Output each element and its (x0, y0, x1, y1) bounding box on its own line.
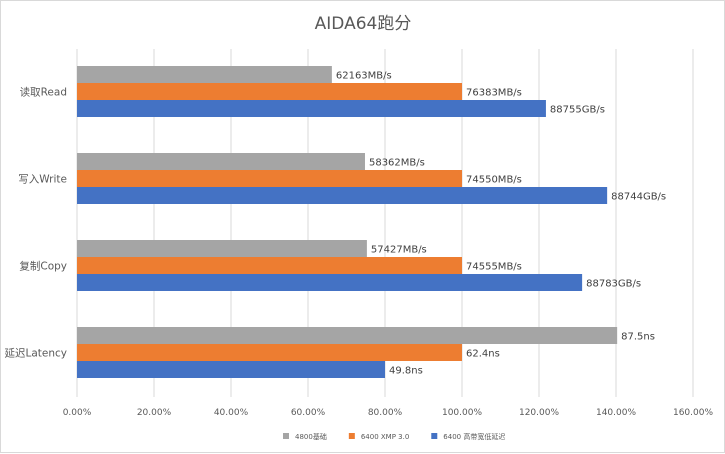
data-label: 76383MB/s (466, 88, 522, 99)
x-tick-label: 0.00% (63, 408, 92, 418)
data-label: 88755GB/s (550, 105, 605, 116)
category-label: 复制Copy (19, 260, 67, 273)
bar (77, 100, 546, 117)
data-label: 74550MB/s (466, 175, 522, 186)
data-label: 57427MB/s (371, 245, 427, 256)
x-tick-label: 140.00% (596, 408, 636, 418)
x-tick-label: 20.00% (137, 408, 172, 418)
bar (77, 83, 462, 100)
category-label: 写入Write (18, 174, 67, 186)
data-label: 62163MB/s (336, 71, 392, 82)
bar (77, 344, 462, 361)
legend-label: 6400 高带宽低延迟 (443, 432, 505, 441)
category-label: 读取Read (20, 86, 67, 99)
bar (77, 274, 583, 291)
bar (77, 187, 608, 204)
data-label: 87.5ns (621, 332, 655, 343)
x-tick-label: 100.00% (442, 408, 482, 418)
x-tick-label: 80.00% (368, 408, 403, 418)
chart-title: AIDA64跑分 (315, 14, 412, 34)
data-label: 74555MB/s (466, 262, 522, 273)
data-label: 88744GB/s (611, 192, 666, 203)
bar (77, 257, 462, 274)
data-label: 88783GB/s (586, 279, 641, 290)
x-tick-label: 40.00% (214, 408, 249, 418)
data-label: 58362MB/s (369, 158, 425, 169)
data-label: 49.8ns (389, 366, 423, 377)
x-tick-label: 160.00% (673, 408, 713, 418)
bar (77, 327, 618, 344)
bar (77, 240, 367, 257)
legend-swatch (431, 433, 438, 439)
legend-swatch (348, 433, 355, 439)
x-tick-label: 120.00% (519, 408, 559, 418)
x-tick-label: 60.00% (291, 408, 326, 418)
bar (77, 66, 332, 83)
legend-label: 6400 XMP 3.0 (361, 433, 409, 441)
data-label: 62.4ns (466, 349, 500, 360)
category-label: 延迟Latency (4, 347, 67, 360)
legend-swatch (283, 433, 289, 439)
bar (77, 361, 385, 378)
bar (77, 153, 365, 170)
legend-label: 4800基础 (295, 432, 327, 441)
bar (77, 170, 462, 187)
